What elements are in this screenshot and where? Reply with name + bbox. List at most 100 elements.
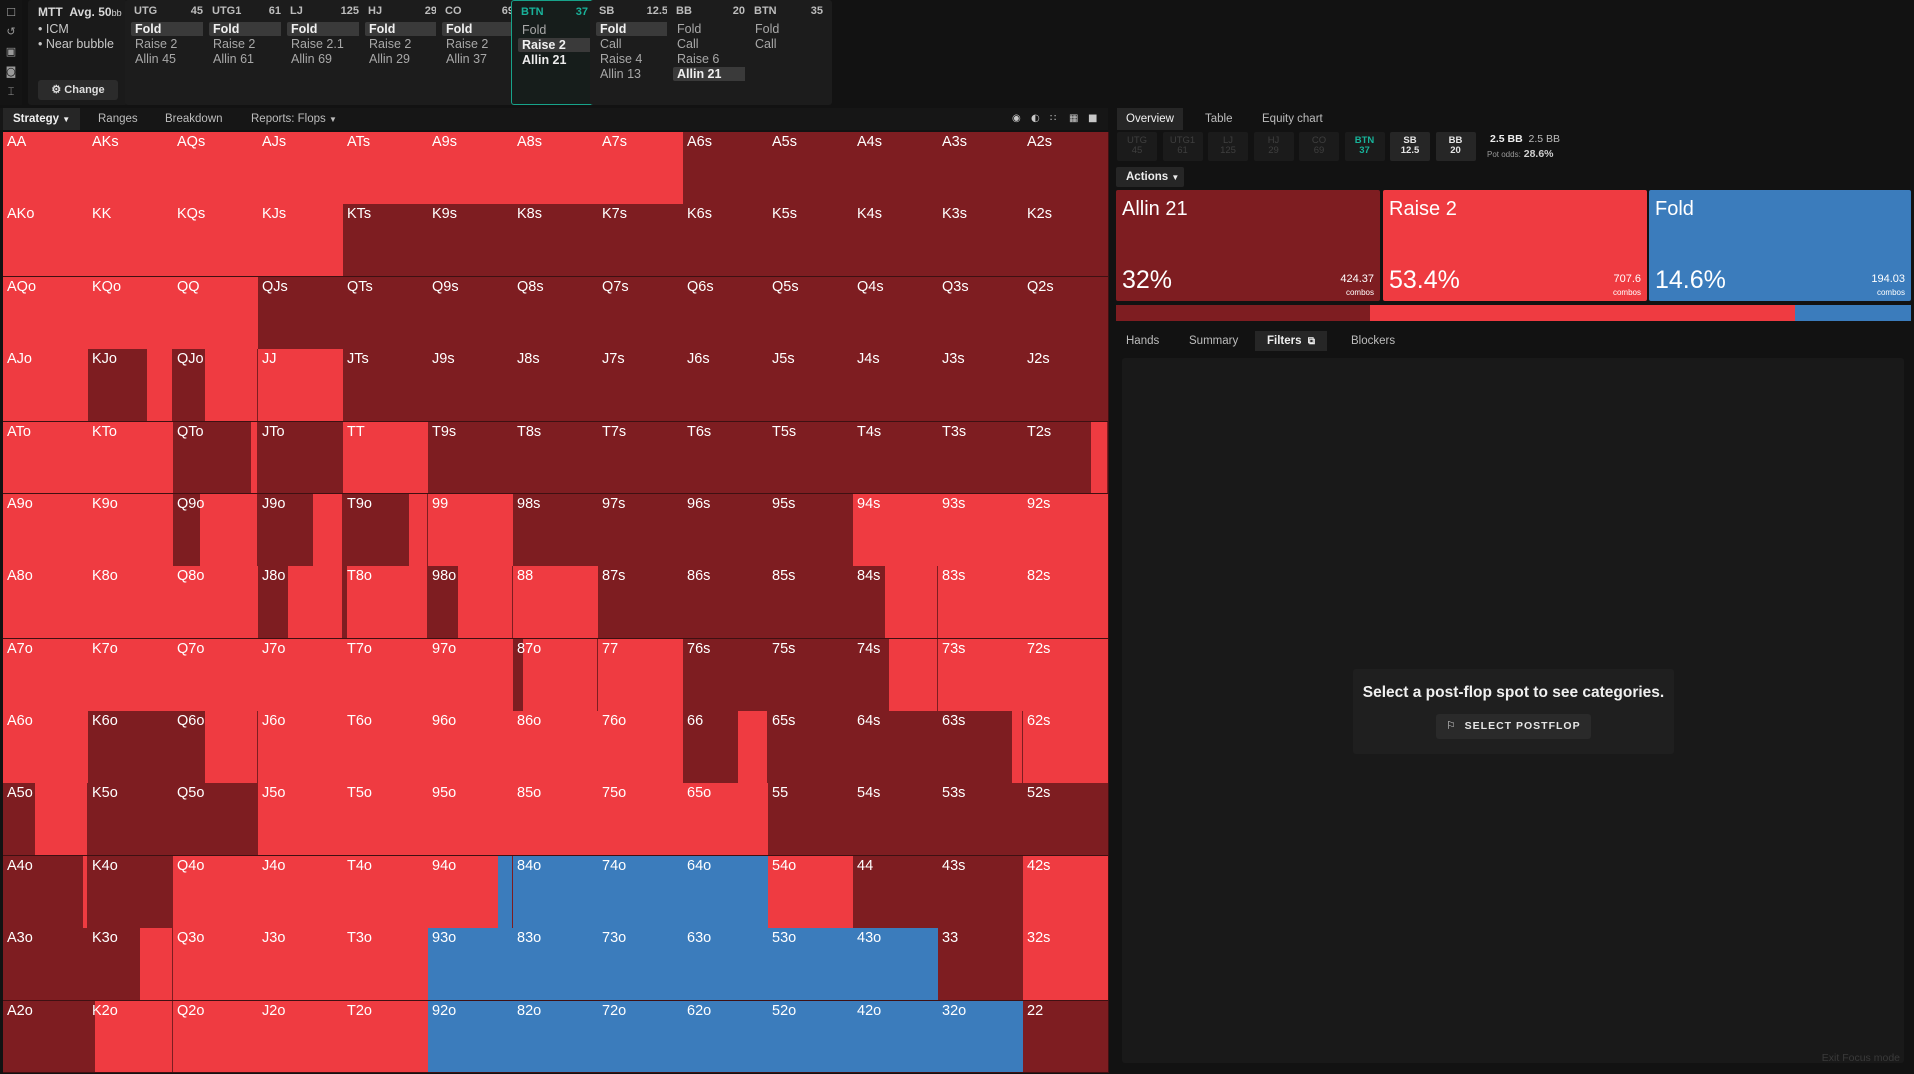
hand-cell-T2o[interactable]: T2o bbox=[343, 1000, 429, 1074]
hand-cell-94o[interactable]: 94o bbox=[428, 855, 514, 929]
hand-cell-Q3o[interactable]: Q3o bbox=[173, 928, 259, 1002]
hand-cell-QJo[interactable]: QJo bbox=[173, 349, 259, 423]
hand-cell-99[interactable]: 99 bbox=[428, 493, 514, 567]
hand-cell-J7s[interactable]: J7s bbox=[598, 349, 684, 423]
hand-cell-J2s[interactable]: J2s bbox=[1023, 349, 1109, 423]
hand-cell-T9s[interactable]: T9s bbox=[428, 421, 514, 495]
hand-cell-K4s[interactable]: K4s bbox=[853, 204, 939, 278]
action-option[interactable]: Fold bbox=[209, 22, 283, 36]
hand-cell-Q9s[interactable]: Q9s bbox=[428, 276, 514, 350]
hand-cell-A2s[interactable]: A2s bbox=[1023, 132, 1109, 205]
position-co[interactable]: CO 69 Fold Raise 2 Allin 37 bbox=[436, 0, 523, 105]
hand-cell-87o[interactable]: 87o bbox=[513, 638, 599, 712]
hand-cell-Q7o[interactable]: Q7o bbox=[173, 638, 259, 712]
hand-cell-A7o[interactable]: A7o bbox=[3, 638, 89, 712]
hand-cell-K5o[interactable]: K5o bbox=[88, 783, 174, 857]
tab-table[interactable]: Table bbox=[1205, 113, 1233, 125]
hand-cell-86o[interactable]: 86o bbox=[513, 711, 599, 784]
hand-cell-Q6s[interactable]: Q6s bbox=[683, 276, 769, 350]
hand-cell-72s[interactable]: 72s bbox=[1023, 638, 1109, 712]
hand-cell-95s[interactable]: 95s bbox=[768, 493, 854, 567]
hand-cell-T3o[interactable]: T3o bbox=[343, 928, 429, 1002]
hand-cell-A3o[interactable]: A3o bbox=[3, 928, 89, 1002]
tab-breakdown[interactable]: Breakdown bbox=[165, 113, 223, 125]
hand-cell-A2o[interactable]: A2o bbox=[3, 1000, 89, 1074]
hand-cell-KQo[interactable]: KQo bbox=[88, 276, 174, 350]
history-icon[interactable]: ↺ bbox=[6, 25, 16, 38]
hand-cell-T6o[interactable]: T6o bbox=[343, 711, 429, 784]
position-utg[interactable]: UTG 45 Fold Raise 2 Allin 45 bbox=[125, 0, 212, 105]
hand-cell-T4s[interactable]: T4s bbox=[853, 421, 939, 495]
hand-cell-J6s[interactable]: J6s bbox=[683, 349, 769, 423]
tab-equity-chart[interactable]: Equity chart bbox=[1262, 113, 1323, 125]
hand-cell-32o[interactable]: 32o bbox=[938, 1000, 1024, 1074]
hand-cell-42s[interactable]: 42s bbox=[1023, 855, 1109, 929]
action-option[interactable]: Allin 69 bbox=[291, 52, 332, 66]
hand-cell-J8s[interactable]: J8s bbox=[513, 349, 599, 423]
hand-cell-82s[interactable]: 82s bbox=[1023, 566, 1109, 640]
position-hj[interactable]: HJ 29 Fold Raise 2 Allin 29 bbox=[359, 0, 446, 105]
hand-cell-KJo[interactable]: KJo bbox=[88, 349, 174, 423]
hand-cell-T7o[interactable]: T7o bbox=[343, 638, 429, 712]
hand-cell-52s[interactable]: 52s bbox=[1023, 783, 1109, 857]
hand-cell-98s[interactable]: 98s bbox=[513, 493, 599, 567]
hand-cell-Q4s[interactable]: Q4s bbox=[853, 276, 939, 350]
hand-cell-43s[interactable]: 43s bbox=[938, 855, 1024, 929]
hand-cell-KJs[interactable]: KJs bbox=[258, 204, 344, 278]
hand-cell-J9o[interactable]: J9o bbox=[258, 493, 344, 567]
hand-cell-K6s[interactable]: K6s bbox=[683, 204, 769, 278]
hand-cell-63o[interactable]: 63o bbox=[683, 928, 769, 1002]
hand-cell-K4o[interactable]: K4o bbox=[88, 855, 174, 929]
hand-cell-J2o[interactable]: J2o bbox=[258, 1000, 344, 1074]
hand-cell-84o[interactable]: 84o bbox=[513, 855, 599, 929]
hand-cell-KK[interactable]: KK bbox=[88, 204, 174, 278]
action-option[interactable]: Raise 2 bbox=[369, 37, 412, 51]
hand-cell-53o[interactable]: 53o bbox=[768, 928, 854, 1002]
hand-cell-82o[interactable]: 82o bbox=[513, 1000, 599, 1074]
new-file-icon[interactable]: ☐ bbox=[6, 6, 16, 19]
controller-icon[interactable]: ◙ bbox=[5, 65, 17, 78]
hand-cell-Q2o[interactable]: Q2o bbox=[173, 1000, 259, 1074]
hand-cell-63s[interactable]: 63s bbox=[938, 711, 1024, 784]
action-option[interactable]: Allin 45 bbox=[135, 52, 176, 66]
hand-cell-66[interactable]: 66 bbox=[683, 711, 769, 784]
hand-cell-42o[interactable]: 42o bbox=[853, 1000, 939, 1074]
history-chip-utg1[interactable]: UTG1 61 bbox=[1162, 132, 1203, 161]
hand-cell-A8s[interactable]: A8s bbox=[513, 132, 599, 205]
hand-cell-A5s[interactable]: A5s bbox=[768, 132, 854, 205]
compact-grid-icon[interactable]: ∷ bbox=[1050, 113, 1057, 124]
hand-cell-A3s[interactable]: A3s bbox=[938, 132, 1024, 205]
hand-cell-KQs[interactable]: KQs bbox=[173, 204, 259, 278]
hand-cell-74s[interactable]: 74s bbox=[853, 638, 939, 712]
hand-cell-96o[interactable]: 96o bbox=[428, 711, 514, 784]
hand-cell-ATs[interactable]: ATs bbox=[343, 132, 429, 205]
hand-cell-Q2s[interactable]: Q2s bbox=[1023, 276, 1109, 350]
hand-cell-J8o[interactable]: J8o bbox=[258, 566, 344, 640]
hand-cell-K3o[interactable]: K3o bbox=[88, 928, 174, 1002]
action-option[interactable]: Fold bbox=[365, 22, 439, 36]
hand-cell-AQs[interactable]: AQs bbox=[173, 132, 259, 205]
hand-cell-A6o[interactable]: A6o bbox=[3, 711, 89, 784]
hand-cell-A7s[interactable]: A7s bbox=[598, 132, 684, 205]
save-icon[interactable]: ▣ bbox=[5, 45, 17, 58]
tab-strategy[interactable]: Strategy ▼ bbox=[3, 108, 81, 130]
hand-cell-J4s[interactable]: J4s bbox=[853, 349, 939, 423]
action-option[interactable]: Raise 2 bbox=[135, 37, 178, 51]
hand-cell-J5s[interactable]: J5s bbox=[768, 349, 854, 423]
hand-cell-76o[interactable]: 76o bbox=[598, 711, 684, 784]
position-utg1[interactable]: UTG1 61 Fold Raise 2 Allin 61 bbox=[203, 0, 290, 105]
action-option[interactable]: Fold bbox=[522, 23, 547, 37]
hand-cell-K8o[interactable]: K8o bbox=[88, 566, 174, 640]
hand-cell-ATo[interactable]: ATo bbox=[3, 421, 89, 495]
hand-cell-T7s[interactable]: T7s bbox=[598, 421, 684, 495]
hand-cell-T5s[interactable]: T5s bbox=[768, 421, 854, 495]
hand-cell-Q7s[interactable]: Q7s bbox=[598, 276, 684, 350]
hand-cell-32s[interactable]: 32s bbox=[1023, 928, 1109, 1002]
action-option[interactable]: Raise 2 bbox=[446, 37, 489, 51]
hand-cell-T5o[interactable]: T5o bbox=[343, 783, 429, 857]
hand-cell-62s[interactable]: 62s bbox=[1023, 711, 1109, 784]
action-option[interactable]: Fold bbox=[442, 22, 516, 36]
hand-cell-54o[interactable]: 54o bbox=[768, 855, 854, 929]
grid-icon[interactable]: ▦ bbox=[1069, 113, 1079, 124]
hole-card-icon[interactable]: ◉ bbox=[1012, 113, 1021, 124]
